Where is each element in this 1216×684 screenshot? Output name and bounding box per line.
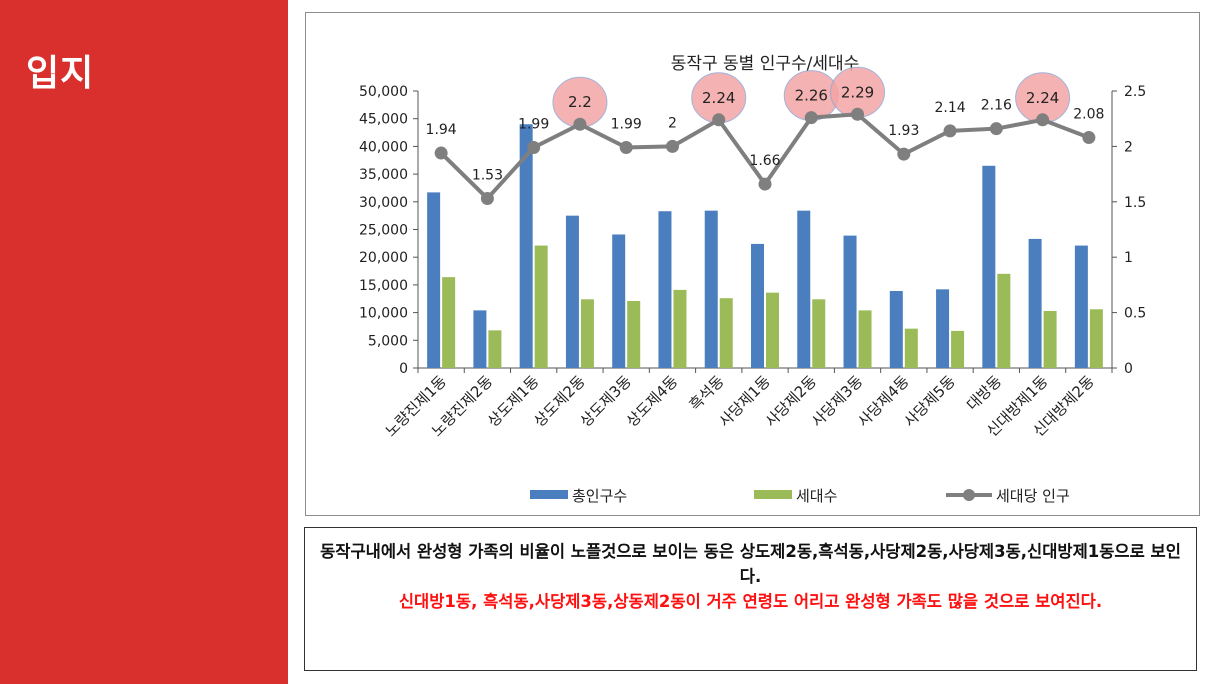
bar-households bbox=[997, 273, 1011, 368]
bar-total-population bbox=[889, 290, 903, 368]
y-right-tick-label: 0.5 bbox=[1124, 306, 1146, 322]
line-point bbox=[897, 147, 911, 161]
y-left-tick-label: 20,000 bbox=[359, 250, 408, 266]
data-label: 1.99 bbox=[611, 117, 642, 133]
bar-households bbox=[580, 299, 594, 368]
data-label: 2.24 bbox=[1026, 89, 1059, 107]
data-label: 2.26 bbox=[795, 87, 828, 105]
bar-households bbox=[673, 289, 687, 368]
note-box: 동작구내에서 완성형 가족의 비율이 노플것으로 보이는 동은 상도제2동,흑석… bbox=[304, 527, 1197, 671]
x-category-label: 대방동 bbox=[963, 372, 1005, 414]
legend-swatch-marker bbox=[963, 489, 975, 501]
line-point bbox=[758, 177, 772, 191]
bar-total-population bbox=[612, 234, 626, 368]
y-left-tick-label: 5,000 bbox=[368, 333, 408, 349]
data-label: 2.24 bbox=[702, 89, 735, 107]
data-label: 2.08 bbox=[1073, 107, 1104, 123]
line-point bbox=[573, 117, 587, 131]
bar-total-population bbox=[982, 165, 996, 368]
y-left-tick-label: 45,000 bbox=[359, 112, 408, 128]
y-left-tick-label: 50,000 bbox=[359, 84, 408, 100]
x-category-label: 사당제5동 bbox=[900, 372, 959, 431]
x-category-label: 흑석동 bbox=[686, 372, 728, 414]
line-point bbox=[527, 141, 541, 155]
data-label: 2 bbox=[668, 115, 677, 131]
bar-total-population bbox=[704, 210, 718, 368]
y-left-tick-label: 10,000 bbox=[359, 306, 408, 322]
chart-title: 동작구 동별 인구수/세대수 bbox=[671, 54, 860, 74]
note-text-black: 동작구내에서 완성형 가족의 비율이 노플것으로 보이는 동은 상도제2동,흑석… bbox=[320, 542, 1181, 586]
combo-chart: 동작구 동별 인구수/세대수05,00010,00015,00020,00025… bbox=[359, 54, 1146, 505]
data-label: 2.2 bbox=[568, 93, 592, 111]
bar-total-population bbox=[1028, 238, 1042, 368]
bar-total-population bbox=[427, 192, 441, 368]
bar-total-population bbox=[936, 289, 950, 368]
slide-title: 입지 bbox=[26, 53, 95, 94]
line-point bbox=[712, 113, 726, 127]
bar-households bbox=[627, 300, 641, 368]
legend-label: 총인구수 bbox=[572, 487, 627, 505]
data-label: 2.16 bbox=[981, 98, 1012, 114]
line-point bbox=[434, 146, 448, 160]
y-right-tick-label: 2 bbox=[1124, 139, 1133, 155]
y-left-tick-label: 15,000 bbox=[359, 278, 408, 294]
bar-total-population bbox=[797, 210, 811, 368]
bar-total-population bbox=[751, 243, 764, 368]
data-label: 2.29 bbox=[841, 83, 874, 101]
data-label: 1.93 bbox=[888, 123, 919, 139]
data-label: 1.53 bbox=[472, 167, 503, 183]
line-point bbox=[851, 107, 865, 121]
bar-total-population bbox=[565, 215, 579, 368]
y-left-tick-label: 0 bbox=[399, 361, 408, 377]
note-text-red: 신대방1동, 흑석동,사당제3동,상동제2동이 거주 연령도 어리고 완성형 가… bbox=[398, 592, 1103, 611]
data-label: 1.99 bbox=[518, 117, 549, 133]
data-label: 1.66 bbox=[749, 153, 780, 169]
bar-total-population bbox=[658, 211, 672, 368]
bar-households bbox=[858, 310, 872, 368]
line-point bbox=[804, 111, 818, 125]
line-point bbox=[989, 122, 1003, 136]
y-right-tick-label: 1.5 bbox=[1124, 195, 1146, 211]
bar-total-population bbox=[519, 124, 533, 369]
bar-total-population bbox=[843, 235, 857, 368]
y-right-tick-label: 1 bbox=[1124, 250, 1133, 266]
bar-households bbox=[812, 299, 826, 368]
legend-label: 세대당 인구 bbox=[996, 487, 1070, 505]
bar-total-population bbox=[473, 310, 487, 368]
line-point bbox=[480, 191, 494, 205]
line-point bbox=[619, 141, 633, 155]
sidebar-panel: 입지 bbox=[0, 0, 288, 684]
bar-total-population bbox=[1074, 245, 1088, 368]
y-left-tick-label: 35,000 bbox=[359, 167, 408, 183]
data-label: 2.14 bbox=[934, 100, 965, 116]
chart-container: 동작구 동별 인구수/세대수 0 5,000 10,000 15,000 20,000 25… bbox=[305, 12, 1200, 516]
bar-households bbox=[1089, 309, 1103, 368]
bar-households bbox=[442, 277, 456, 368]
line-point bbox=[943, 124, 957, 138]
x-category-label: 상도제4동 bbox=[623, 372, 682, 431]
bar-households bbox=[904, 328, 918, 368]
y-left-tick-label: 40,000 bbox=[359, 139, 408, 155]
bar-households bbox=[488, 330, 502, 368]
line-point bbox=[665, 139, 679, 153]
y-right-tick-label: 0 bbox=[1124, 361, 1133, 377]
bar-households bbox=[766, 292, 779, 368]
line-point bbox=[1082, 131, 1096, 145]
y-left-tick-label: 30,000 bbox=[359, 195, 408, 211]
legend-swatch-households bbox=[754, 490, 792, 499]
data-label: 1.94 bbox=[426, 122, 457, 138]
y-right-tick-label: 2.5 bbox=[1124, 84, 1146, 100]
bar-households bbox=[534, 245, 548, 368]
bar-households bbox=[719, 298, 733, 368]
y-left-tick-label: 25,000 bbox=[359, 223, 408, 239]
legend-swatch-total bbox=[530, 490, 568, 499]
bar-households bbox=[951, 330, 965, 368]
bar-households bbox=[1043, 310, 1057, 368]
line-point bbox=[1036, 113, 1050, 127]
legend-label: 세대수 bbox=[796, 487, 837, 505]
